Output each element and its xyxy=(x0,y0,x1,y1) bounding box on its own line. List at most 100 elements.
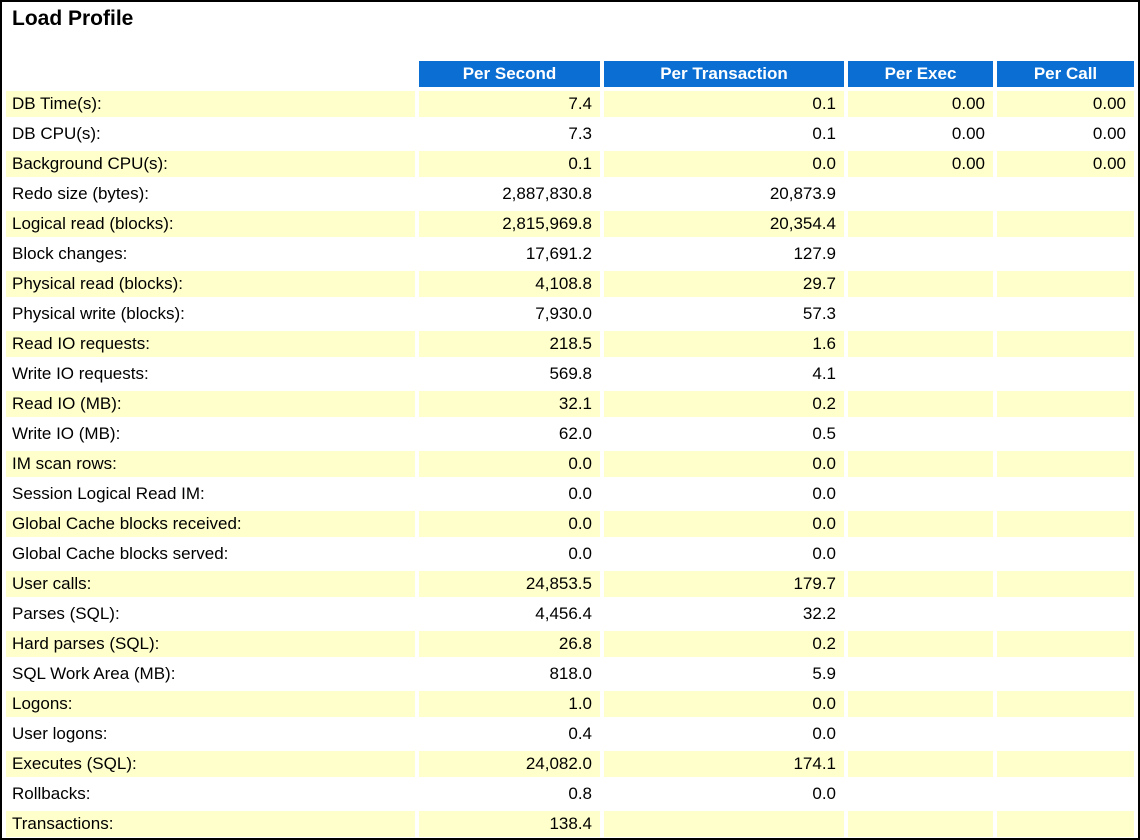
table-row: Write IO requests: 569.8 4.1 xyxy=(6,361,1134,387)
metric-value-per_transaction: 57.3 xyxy=(604,301,844,327)
metric-value-per_transaction: 127.9 xyxy=(604,241,844,267)
metric-value-per_call xyxy=(997,781,1134,807)
metric-value-per_transaction: 0.5 xyxy=(604,421,844,447)
metric-value-per_exec xyxy=(848,781,993,807)
metric-label: Block changes: xyxy=(6,241,415,267)
metric-value-per_second: 32.1 xyxy=(419,391,600,417)
metric-value-per_second: 569.8 xyxy=(419,361,600,387)
metric-label: Background CPU(s): xyxy=(6,151,415,177)
metric-value-per_exec xyxy=(848,421,993,447)
metric-value-per_second: 62.0 xyxy=(419,421,600,447)
metric-value-per_transaction: 0.0 xyxy=(604,511,844,537)
metric-value-per_call xyxy=(997,661,1134,687)
metric-label: Read IO (MB): xyxy=(6,391,415,417)
metric-value-per_exec xyxy=(848,511,993,537)
metric-value-per_exec: 0.00 xyxy=(848,91,993,117)
table-row: IM scan rows: 0.0 0.0 xyxy=(6,451,1134,477)
metric-value-per_exec xyxy=(848,721,993,747)
metric-value-per_transaction: 0.0 xyxy=(604,151,844,177)
metric-value-per_exec xyxy=(848,181,993,207)
table-row: Redo size (bytes): 2,887,830.8 20,873.9 xyxy=(6,181,1134,207)
metric-value-per_call xyxy=(997,631,1134,657)
metric-value-per_second: 4,456.4 xyxy=(419,601,600,627)
metric-value-per_second: 818.0 xyxy=(419,661,600,687)
metric-value-per_transaction: 32.2 xyxy=(604,601,844,627)
metric-label: Executes (SQL): xyxy=(6,751,415,777)
table-row: Parses (SQL): 4,456.4 32.2 xyxy=(6,601,1134,627)
table-header-row: Per Second Per Transaction Per Exec Per … xyxy=(6,61,1134,87)
metric-value-per_exec xyxy=(848,391,993,417)
metric-value-per_transaction: 5.9 xyxy=(604,661,844,687)
metric-value-per_call xyxy=(997,511,1134,537)
column-header-per-exec: Per Exec xyxy=(848,61,993,87)
table-row: Write IO (MB): 62.0 0.5 xyxy=(6,421,1134,447)
table-row: User logons: 0.4 0.0 xyxy=(6,721,1134,747)
metric-value-per_transaction: 0.0 xyxy=(604,721,844,747)
metric-value-per_exec xyxy=(848,331,993,357)
metric-label: Hard parses (SQL): xyxy=(6,631,415,657)
load-profile-table: Per Second Per Transaction Per Exec Per … xyxy=(2,57,1138,838)
metric-value-per_exec xyxy=(848,241,993,267)
metric-value-per_second: 0.0 xyxy=(419,541,600,567)
metric-value-per_second: 0.1 xyxy=(419,151,600,177)
table-row: DB Time(s): 7.4 0.1 0.00 0.00 xyxy=(6,91,1134,117)
metric-label: Read IO requests: xyxy=(6,331,415,357)
metric-label: Parses (SQL): xyxy=(6,601,415,627)
metric-label: Write IO (MB): xyxy=(6,421,415,447)
metric-value-per_exec xyxy=(848,601,993,627)
metric-value-per_second: 4,108.8 xyxy=(419,271,600,297)
table-row: Rollbacks: 0.8 0.0 xyxy=(6,781,1134,807)
table-row: Physical read (blocks): 4,108.8 29.7 xyxy=(6,271,1134,297)
metric-value-per_exec xyxy=(848,211,993,237)
metric-value-per_call xyxy=(997,601,1134,627)
metric-label: Logons: xyxy=(6,691,415,717)
metric-value-per_call xyxy=(997,271,1134,297)
metric-value-per_second: 7,930.0 xyxy=(419,301,600,327)
metric-value-per_exec: 0.00 xyxy=(848,151,993,177)
metric-value-per_second: 218.5 xyxy=(419,331,600,357)
metric-value-per_transaction: 0.0 xyxy=(604,481,844,507)
metric-value-per_second: 24,082.0 xyxy=(419,751,600,777)
metric-value-per_exec xyxy=(848,271,993,297)
metric-value-per_second: 0.0 xyxy=(419,451,600,477)
metric-value-per_exec xyxy=(848,751,993,777)
metric-label: Transactions: xyxy=(6,811,415,837)
table-row: User calls: 24,853.5 179.7 xyxy=(6,571,1134,597)
metric-value-per_transaction: 179.7 xyxy=(604,571,844,597)
metric-value-per_second: 7.4 xyxy=(419,91,600,117)
metric-label: SQL Work Area (MB): xyxy=(6,661,415,687)
metric-value-per_exec xyxy=(848,571,993,597)
metric-value-per_second: 17,691.2 xyxy=(419,241,600,267)
metric-value-per_second: 2,887,830.8 xyxy=(419,181,600,207)
metric-value-per_transaction: 0.0 xyxy=(604,691,844,717)
metric-value-per_exec xyxy=(848,631,993,657)
table-row: DB CPU(s): 7.3 0.1 0.00 0.00 xyxy=(6,121,1134,147)
metric-value-per_call xyxy=(997,571,1134,597)
metric-label: DB CPU(s): xyxy=(6,121,415,147)
page-title: Load Profile xyxy=(12,7,134,30)
column-header-per-call: Per Call xyxy=(997,61,1134,87)
metric-value-per_exec xyxy=(848,811,993,837)
metric-label: Logical read (blocks): xyxy=(6,211,415,237)
table-row: Logons: 1.0 0.0 xyxy=(6,691,1134,717)
metric-value-per_second: 0.8 xyxy=(419,781,600,807)
metric-value-per_call: 0.00 xyxy=(997,121,1134,147)
metric-value-per_call xyxy=(997,451,1134,477)
table-row: Transactions: 138.4 xyxy=(6,811,1134,837)
metric-value-per_second: 138.4 xyxy=(419,811,600,837)
metric-value-per_call xyxy=(997,301,1134,327)
table-row: Global Cache blocks received: 0.0 0.0 xyxy=(6,511,1134,537)
table-row: Logical read (blocks): 2,815,969.8 20,354.… xyxy=(6,211,1134,237)
header-spacer-cell xyxy=(6,61,415,87)
metric-label: Global Cache blocks received: xyxy=(6,511,415,537)
metric-value-per_transaction: 1.6 xyxy=(604,331,844,357)
table-row: Read IO (MB): 32.1 0.2 xyxy=(6,391,1134,417)
metric-value-per_call xyxy=(997,721,1134,747)
table-row: SQL Work Area (MB): 818.0 5.9 xyxy=(6,661,1134,687)
metric-label: User logons: xyxy=(6,721,415,747)
table-row: Physical write (blocks): 7,930.0 57.3 xyxy=(6,301,1134,327)
metric-value-per_call xyxy=(997,421,1134,447)
metric-value-per_transaction: 0.1 xyxy=(604,121,844,147)
metric-value-per_call xyxy=(997,391,1134,417)
metric-value-per_transaction: 0.0 xyxy=(604,781,844,807)
